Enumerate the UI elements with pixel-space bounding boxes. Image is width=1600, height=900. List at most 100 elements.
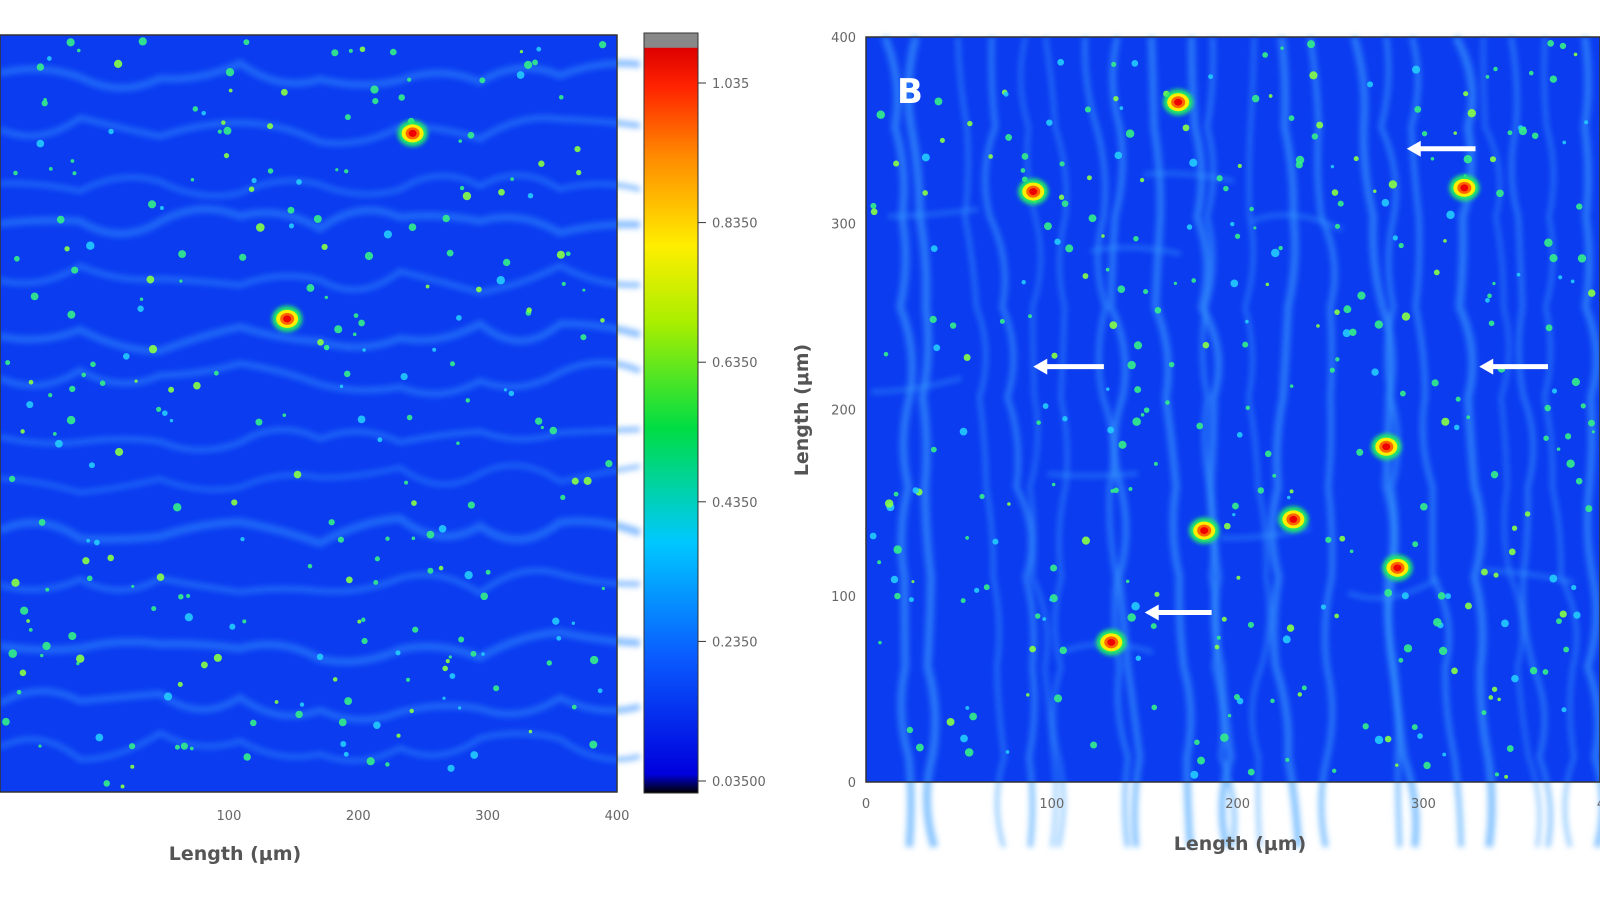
speckle — [1154, 591, 1160, 597]
speckle — [1490, 470, 1499, 479]
speckle — [103, 780, 110, 787]
speckle — [1245, 319, 1249, 324]
speckle — [1562, 140, 1567, 145]
speckle — [1214, 644, 1220, 650]
speckle — [1230, 221, 1235, 227]
panel-a-speckles — [2, 37, 613, 789]
fiber-branch — [1143, 171, 1235, 183]
speckle — [412, 626, 419, 633]
speckle — [527, 192, 534, 199]
fiber-branch — [1483, 568, 1574, 585]
speckle — [462, 191, 472, 201]
speckle — [449, 361, 456, 367]
speckle — [493, 685, 500, 692]
speckle — [1381, 198, 1390, 207]
fiber-line — [0, 114, 641, 147]
speckle — [148, 345, 158, 354]
speckle — [1247, 621, 1254, 628]
speckle — [1401, 592, 1409, 600]
fiber-line — [0, 172, 641, 199]
speckle — [99, 380, 106, 386]
fiber-branch — [1047, 471, 1138, 478]
speckle — [480, 592, 489, 601]
speckle — [69, 385, 76, 393]
speckle — [1501, 619, 1509, 628]
y-tick-label: 200 — [831, 404, 856, 419]
speckle — [1580, 403, 1586, 409]
speckle — [184, 613, 193, 622]
speckle — [1131, 60, 1139, 67]
speckle — [36, 139, 45, 148]
speckle — [894, 592, 901, 600]
speckle — [1371, 368, 1379, 376]
speckle — [1331, 189, 1339, 196]
speckle — [242, 619, 247, 624]
speckle — [1134, 386, 1142, 394]
speckle — [169, 418, 174, 423]
speckle — [1412, 65, 1421, 74]
speckle — [186, 593, 191, 599]
speckle — [1388, 180, 1398, 189]
speckle — [120, 784, 125, 789]
speckle — [1559, 610, 1567, 618]
speckle — [1062, 416, 1068, 422]
panel-a-x-ticks: 100 200 300 400 — [217, 809, 630, 824]
speckle — [1265, 282, 1270, 287]
speckle — [1005, 750, 1010, 754]
fiber-line — [1481, 36, 1542, 848]
speckle — [1559, 42, 1567, 50]
speckle — [1497, 697, 1501, 702]
speckle — [1332, 768, 1337, 773]
fiber-line — [1187, 36, 1235, 848]
y-tick-label: 0 — [848, 776, 856, 791]
speckle — [1153, 461, 1158, 466]
speckle — [40, 653, 44, 658]
speckle — [893, 491, 899, 497]
speckle — [115, 447, 124, 456]
speckle — [939, 137, 945, 143]
speckle — [1443, 239, 1447, 243]
speckle — [1524, 511, 1531, 517]
fiber-line — [0, 59, 641, 92]
speckle — [921, 153, 930, 162]
speckle — [358, 319, 365, 327]
speckle — [1455, 396, 1461, 402]
speckle — [1511, 674, 1519, 683]
fiber-line — [0, 514, 642, 548]
speckle — [475, 286, 482, 293]
speckle — [1173, 281, 1178, 285]
speckle — [878, 640, 882, 645]
speckle — [934, 97, 943, 106]
speckle — [1588, 419, 1595, 427]
speckle — [560, 494, 566, 501]
speckle — [374, 556, 380, 562]
speckle — [1309, 71, 1318, 80]
speckle — [114, 59, 123, 68]
speckle — [1029, 645, 1036, 653]
speckle — [28, 627, 33, 632]
fiber-branch — [1347, 576, 1440, 601]
speckle — [963, 354, 971, 361]
speckle — [1131, 602, 1140, 611]
speckle — [1236, 575, 1241, 580]
speckle — [481, 652, 485, 656]
speckle — [1343, 305, 1352, 314]
speckle — [1518, 126, 1528, 136]
speckle — [1588, 289, 1596, 297]
speckle — [324, 295, 329, 300]
speckle — [76, 48, 81, 53]
speckle — [1571, 377, 1580, 387]
speckle — [1398, 242, 1404, 249]
speckle — [1151, 704, 1158, 711]
colorbar-tick-label: 1.035 — [712, 77, 749, 92]
speckle — [446, 249, 454, 257]
speckle — [130, 764, 135, 769]
speckle — [395, 650, 401, 656]
speckle — [601, 586, 605, 591]
speckle — [335, 168, 339, 172]
speckle — [1430, 156, 1435, 161]
speckle — [519, 49, 524, 54]
speckle — [1556, 618, 1562, 625]
speckle — [1272, 473, 1277, 478]
speckle — [408, 223, 417, 232]
